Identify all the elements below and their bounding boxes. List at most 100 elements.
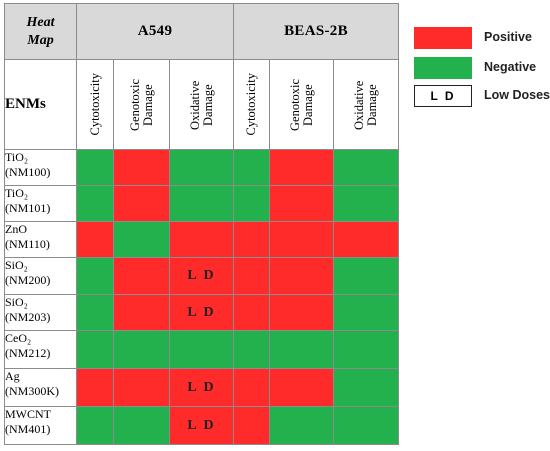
column-header: Genotoxic Damage: [113, 59, 170, 150]
enm-code: (NM110): [5, 237, 50, 251]
table-row: TiO₂ (NM101): [4, 185, 399, 222]
enm-row-label: SiO₂ (NM200): [4, 257, 77, 295]
enm-row-label: CeO₂ (NM212): [4, 330, 77, 369]
heat-cell-negative: [269, 406, 334, 445]
heat-cell-negative: [233, 185, 270, 222]
heat-cell-negative: [333, 330, 399, 369]
table-row: SiO₂ (NM203) L D: [4, 294, 399, 331]
heat-cell-positive: [333, 221, 399, 258]
enm-name: SiO₂: [5, 258, 28, 272]
heat-map-table: Heat Map A549 BEAS-2B ENMs Cytotoxicity …: [4, 3, 399, 445]
enm-name: ZnO: [5, 222, 27, 236]
table-row: MWCNT (NM401) L D: [4, 406, 399, 445]
heat-cell-negative: [76, 406, 114, 445]
heat-cell-negative: [76, 149, 114, 186]
enm-name: TiO₂: [5, 186, 29, 200]
heat-cell-negative: [333, 185, 399, 222]
heat-cell-positive: [233, 368, 270, 407]
table-row: TiO₂ (NM100): [4, 149, 399, 186]
heat-cell-positive: [113, 294, 170, 331]
heat-cell-negative: [333, 149, 399, 186]
heat-cell-negative: [76, 294, 114, 331]
legend-positive-label: Positive: [484, 30, 532, 44]
column-header-label: Genotoxic Damage: [127, 78, 155, 131]
enm-row-label: TiO₂ (NM101): [4, 185, 77, 222]
heat-cell-negative: [333, 294, 399, 331]
heat-cell-negative: [169, 330, 234, 369]
heat-cell-positive: [269, 257, 334, 295]
cell-line-a549: A549: [76, 3, 234, 60]
corner-line-2: Map: [27, 32, 54, 48]
heat-cell-positive: [113, 257, 170, 295]
legend-low-doses-box: L D: [414, 85, 472, 107]
heat-cell-negative: [169, 185, 234, 222]
cell-line-beas-2b: BEAS-2B: [233, 3, 399, 60]
heat-cell-positive: L D: [169, 294, 234, 331]
column-header: Cytotoxicity: [233, 59, 270, 150]
enm-code: (NM100): [5, 165, 51, 179]
heat-cell-positive: [113, 368, 170, 407]
table-row: Ag (NM300K) L D: [4, 368, 399, 407]
enm-row-label: TiO₂ (NM100): [4, 149, 77, 186]
column-header-label: Oxidative Damage: [187, 79, 215, 130]
table-row: CeO₂ (NM212): [4, 330, 399, 369]
enm-code: (NM101): [5, 201, 51, 215]
heat-cell-positive: [113, 149, 170, 186]
heat-cell-negative: [113, 330, 170, 369]
heat-cell-negative: [333, 368, 399, 407]
heat-cell-positive: [113, 185, 170, 222]
column-header: Oxidative Damage: [169, 59, 234, 150]
heat-cell-positive: L D: [169, 368, 234, 407]
heat-cell-positive: [233, 294, 270, 331]
heat-cell-positive: L D: [169, 406, 234, 445]
legend-low-doses-label: Low Doses: [484, 88, 550, 102]
heat-cell-positive: [269, 368, 334, 407]
heat-cell-positive: [269, 294, 334, 331]
heat-cell-negative: [233, 330, 270, 369]
heat-cell-negative: [76, 330, 114, 369]
heat-cell-negative: [333, 406, 399, 445]
heat-cell-negative: [76, 185, 114, 222]
enm-name: Ag: [5, 369, 20, 383]
legend-negative-swatch: [414, 57, 472, 79]
enm-code: (NM300K): [5, 384, 59, 398]
heat-cell-negative: [76, 257, 114, 295]
column-header-label: Oxidative Damage: [352, 79, 379, 130]
column-header-label: Cytotoxicity: [244, 73, 258, 136]
heat-cell-negative: [333, 257, 399, 295]
enm-name: TiO₂: [5, 150, 29, 164]
enm-row-label: MWCNT (NM401): [4, 406, 77, 445]
legend-negative-label: Negative: [484, 60, 537, 74]
heat-cell-positive: [269, 149, 334, 186]
enm-code: (NM212): [5, 346, 51, 360]
heat-cell-positive: [233, 406, 270, 445]
enm-name: CeO₂: [5, 331, 32, 345]
enm-name: SiO₂: [5, 295, 28, 309]
enm-code: (NM401): [5, 422, 51, 436]
heat-cell-negative: [113, 221, 170, 258]
heat-cell-positive: [169, 221, 234, 258]
heat-cell-negative: [113, 406, 170, 445]
heat-cell-positive: [269, 221, 334, 258]
table-row: ZnO (NM110): [4, 221, 399, 258]
column-header: Cytotoxicity: [76, 59, 114, 150]
corner-line-1: Heat: [26, 14, 55, 30]
heat-cell-positive: [76, 368, 114, 407]
enm-row-label: ZnO (NM110): [4, 221, 77, 258]
heat-cell-negative: [169, 149, 234, 186]
heat-cell-positive: [76, 221, 114, 258]
column-header-label: Genotoxic Damage: [287, 78, 315, 131]
enms-header: ENMs: [4, 59, 77, 150]
heat-cell-negative: [269, 330, 334, 369]
table-row: SiO₂ (NM200) L D: [4, 257, 399, 295]
column-header: Oxidative Damage: [333, 59, 399, 150]
heat-cell-positive: [233, 221, 270, 258]
enm-code: (NM200): [5, 273, 51, 287]
enm-code: (NM203): [5, 310, 51, 324]
heat-cell-positive: L D: [169, 257, 234, 295]
heat-map-body: TiO₂ (NM100) TiO₂ (NM101) ZnO (NM110) SiO₂ (NM2…: [4, 149, 399, 445]
legend-positive-swatch: [414, 27, 472, 49]
heat-cell-positive: [233, 257, 270, 295]
column-header: Genotoxic Damage: [269, 59, 334, 150]
enm-row-label: SiO₂ (NM203): [4, 294, 77, 331]
